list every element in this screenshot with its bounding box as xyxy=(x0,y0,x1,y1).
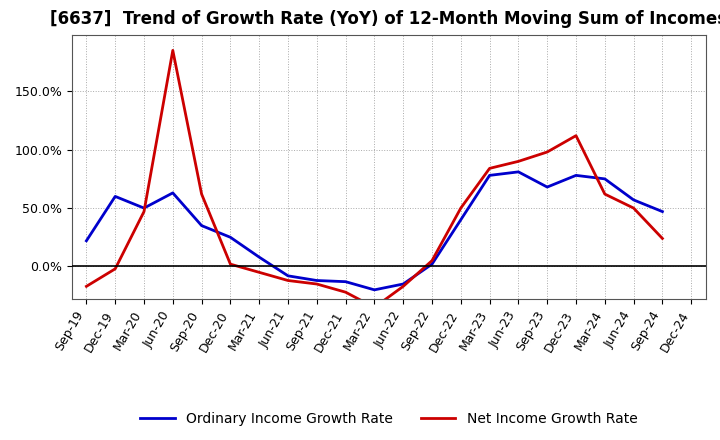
Ordinary Income Growth Rate xyxy=(370,287,379,293)
Title: [6637]  Trend of Growth Rate (YoY) of 12-Month Moving Sum of Incomes: [6637] Trend of Growth Rate (YoY) of 12-… xyxy=(50,10,720,28)
Net Income Growth Rate xyxy=(140,209,148,214)
Ordinary Income Growth Rate xyxy=(428,261,436,267)
Net Income Growth Rate xyxy=(428,258,436,263)
Net Income Growth Rate xyxy=(399,284,408,289)
Ordinary Income Growth Rate xyxy=(197,223,206,228)
Ordinary Income Growth Rate xyxy=(600,176,609,182)
Ordinary Income Growth Rate xyxy=(82,238,91,243)
Ordinary Income Growth Rate xyxy=(543,184,552,190)
Net Income Growth Rate xyxy=(485,166,494,171)
Net Income Growth Rate xyxy=(658,236,667,241)
Ordinary Income Growth Rate xyxy=(456,217,465,222)
Ordinary Income Growth Rate xyxy=(399,281,408,286)
Ordinary Income Growth Rate xyxy=(341,279,350,284)
Ordinary Income Growth Rate xyxy=(168,190,177,195)
Ordinary Income Growth Rate xyxy=(629,197,638,202)
Legend: Ordinary Income Growth Rate, Net Income Growth Rate: Ordinary Income Growth Rate, Net Income … xyxy=(135,407,643,432)
Net Income Growth Rate xyxy=(572,133,580,138)
Net Income Growth Rate xyxy=(370,305,379,310)
Net Income Growth Rate xyxy=(629,205,638,211)
Ordinary Income Growth Rate xyxy=(140,205,148,211)
Ordinary Income Growth Rate xyxy=(284,273,292,279)
Ordinary Income Growth Rate xyxy=(658,209,667,214)
Net Income Growth Rate xyxy=(111,266,120,271)
Line: Net Income Growth Rate: Net Income Growth Rate xyxy=(86,51,662,308)
Net Income Growth Rate xyxy=(197,191,206,197)
Line: Ordinary Income Growth Rate: Ordinary Income Growth Rate xyxy=(86,172,662,290)
Ordinary Income Growth Rate xyxy=(514,169,523,175)
Net Income Growth Rate xyxy=(514,159,523,164)
Ordinary Income Growth Rate xyxy=(572,173,580,178)
Net Income Growth Rate xyxy=(341,290,350,295)
Net Income Growth Rate xyxy=(284,278,292,283)
Ordinary Income Growth Rate xyxy=(111,194,120,199)
Ordinary Income Growth Rate xyxy=(485,173,494,178)
Net Income Growth Rate xyxy=(543,149,552,154)
Net Income Growth Rate xyxy=(82,284,91,289)
Ordinary Income Growth Rate xyxy=(226,235,235,240)
Net Income Growth Rate xyxy=(312,281,321,286)
Net Income Growth Rate xyxy=(255,270,264,275)
Net Income Growth Rate xyxy=(600,191,609,197)
Net Income Growth Rate xyxy=(456,205,465,211)
Net Income Growth Rate xyxy=(168,48,177,53)
Ordinary Income Growth Rate xyxy=(312,278,321,283)
Net Income Growth Rate xyxy=(226,261,235,267)
Ordinary Income Growth Rate xyxy=(255,254,264,260)
